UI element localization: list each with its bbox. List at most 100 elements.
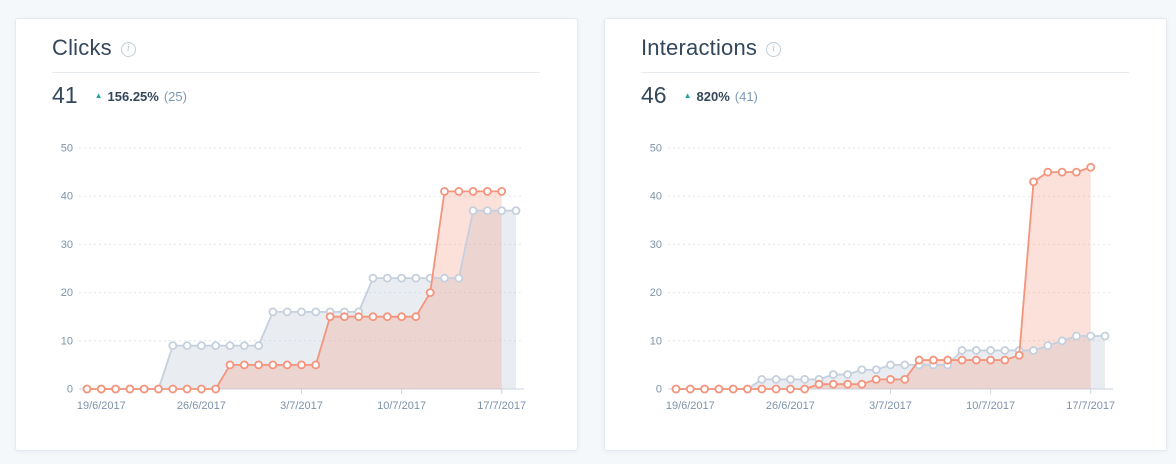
previous-period-data-point[interactable] — [182, 341, 192, 351]
previous-period-data-point[interactable] — [757, 374, 767, 384]
current-period-data-point[interactable] — [354, 312, 364, 322]
previous-period-data-point[interactable] — [800, 374, 810, 384]
previous-period-data-point[interactable] — [828, 370, 838, 379]
previous-period-data-point[interactable] — [1086, 331, 1096, 341]
previous-period-data-point[interactable] — [1057, 336, 1067, 346]
current-period-data-point[interactable] — [785, 384, 795, 394]
previous-period-data-point[interactable] — [168, 341, 178, 351]
previous-period-data-point[interactable] — [843, 370, 853, 379]
previous-period-data-point[interactable] — [511, 206, 521, 216]
previous-period-data-point[interactable] — [1043, 341, 1053, 351]
current-period-data-point[interactable] — [154, 384, 163, 394]
previous-period-data-point[interactable] — [771, 374, 781, 384]
current-period-data-point[interactable] — [771, 384, 781, 394]
current-period-data-point[interactable] — [714, 384, 724, 394]
previous-period-data-point[interactable] — [254, 341, 264, 351]
current-period-data-point[interactable] — [857, 379, 867, 389]
current-period-data-point[interactable] — [468, 186, 478, 196]
current-period-data-point[interactable] — [268, 360, 278, 370]
previous-period-data-point[interactable] — [382, 273, 392, 283]
current-period-data-point[interactable] — [928, 355, 938, 365]
previous-period-data-point[interactable] — [986, 346, 996, 355]
current-period-data-point[interactable] — [111, 384, 120, 394]
current-period-data-point[interactable] — [139, 384, 149, 394]
current-period-data-point[interactable] — [397, 312, 407, 322]
info-icon[interactable]: i — [766, 41, 782, 57]
current-period-data-point[interactable] — [671, 384, 681, 394]
current-period-data-point[interactable] — [382, 312, 392, 322]
current-period-data-point[interactable] — [482, 186, 492, 196]
previous-period-data-point[interactable] — [900, 360, 910, 370]
interactions-chart[interactable]: 0 10 20 30 40 50 19/6/2017 26/6/2017 3/7/2017 10/… — [635, 137, 1157, 425]
previous-period-data-point[interactable] — [497, 206, 507, 216]
previous-period-data-point[interactable] — [1000, 346, 1010, 355]
current-period-data-point[interactable] — [196, 384, 206, 394]
current-period-data-point[interactable] — [125, 384, 135, 394]
previous-period-data-point[interactable] — [468, 206, 478, 216]
previous-period-data-point[interactable] — [785, 374, 795, 384]
current-period-data-point[interactable] — [843, 379, 853, 389]
current-period-data-point[interactable] — [96, 384, 106, 394]
previous-period-data-point[interactable] — [1071, 331, 1081, 341]
current-period-data-point[interactable] — [182, 384, 192, 394]
current-period-data-point[interactable] — [239, 360, 249, 370]
current-period-data-point[interactable] — [1071, 167, 1081, 177]
current-period-data-point[interactable] — [800, 384, 810, 394]
current-period-data-point[interactable] — [1057, 167, 1067, 177]
previous-period-data-point[interactable] — [871, 365, 881, 375]
current-period-data-point[interactable] — [900, 374, 910, 384]
current-period-data-point[interactable] — [1043, 167, 1053, 177]
current-period-data-point[interactable] — [497, 186, 507, 196]
previous-period-data-point[interactable] — [397, 273, 407, 283]
clicks-chart[interactable]: 0 10 20 30 40 50 19/6/2017 26/6/2017 3/7/2017 10/… — [46, 137, 568, 425]
current-period-data-point[interactable] — [986, 355, 996, 365]
previous-period-data-point[interactable] — [239, 341, 249, 351]
current-period-data-point[interactable] — [339, 312, 349, 322]
current-period-data-point[interactable] — [685, 384, 695, 394]
current-period-data-point[interactable] — [828, 379, 838, 389]
previous-period-data-point[interactable] — [411, 273, 421, 283]
previous-period-data-point[interactable] — [311, 307, 321, 317]
current-period-data-point[interactable] — [368, 312, 378, 322]
previous-period-data-point[interactable] — [282, 307, 292, 317]
previous-period-data-point[interactable] — [225, 341, 235, 351]
current-period-data-point[interactable] — [1086, 162, 1096, 172]
current-period-data-point[interactable] — [957, 355, 967, 365]
current-period-data-point[interactable] — [814, 379, 824, 389]
current-period-data-point[interactable] — [311, 360, 321, 370]
previous-period-data-point[interactable] — [886, 360, 895, 370]
current-period-data-point[interactable] — [254, 360, 264, 370]
current-period-data-point[interactable] — [728, 384, 738, 394]
current-period-data-point[interactable] — [225, 360, 235, 370]
previous-period-data-point[interactable] — [857, 365, 867, 375]
current-period-data-point[interactable] — [82, 384, 92, 394]
current-period-data-point[interactable] — [282, 360, 292, 370]
current-period-data-point[interactable] — [1029, 177, 1038, 187]
current-period-data-point[interactable] — [440, 186, 449, 196]
current-period-data-point[interactable] — [743, 384, 752, 394]
current-period-data-point[interactable] — [325, 312, 335, 322]
current-period-data-point[interactable] — [425, 288, 435, 298]
current-period-data-point[interactable] — [1014, 350, 1024, 360]
info-icon[interactable]: i — [120, 41, 136, 57]
previous-period-data-point[interactable] — [297, 307, 306, 317]
current-period-data-point[interactable] — [971, 355, 981, 365]
current-period-data-point[interactable] — [454, 186, 464, 196]
previous-period-data-point[interactable] — [454, 273, 464, 283]
current-period-data-point[interactable] — [871, 374, 881, 384]
current-period-data-point[interactable] — [757, 384, 767, 394]
previous-period-data-point[interactable] — [1029, 346, 1038, 355]
previous-period-data-point[interactable] — [211, 341, 221, 351]
current-period-data-point[interactable] — [1000, 355, 1010, 365]
current-period-data-point[interactable] — [914, 355, 924, 365]
current-period-data-point[interactable] — [168, 384, 178, 394]
current-period-data-point[interactable] — [886, 374, 895, 384]
current-period-data-point[interactable] — [297, 360, 306, 370]
previous-period-data-point[interactable] — [440, 273, 449, 283]
previous-period-data-point[interactable] — [957, 346, 967, 355]
previous-period-data-point[interactable] — [971, 346, 981, 355]
current-period-data-point[interactable] — [700, 384, 709, 394]
previous-period-data-point[interactable] — [368, 273, 378, 283]
previous-period-data-point[interactable] — [196, 341, 206, 351]
previous-period-data-point[interactable] — [482, 206, 492, 216]
